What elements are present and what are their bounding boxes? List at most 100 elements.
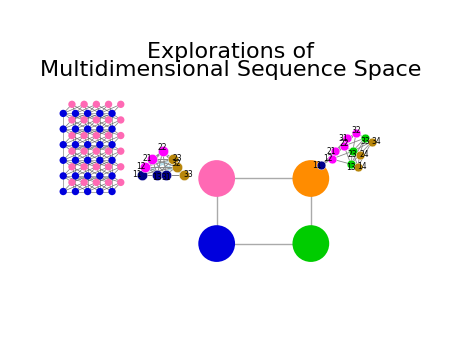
- Point: [84, 142, 91, 147]
- Text: 23: 23: [348, 149, 357, 159]
- Point: [154, 172, 161, 177]
- Point: [81, 133, 88, 138]
- Text: 12: 12: [324, 154, 333, 164]
- Point: [59, 158, 67, 163]
- Point: [68, 164, 76, 169]
- Point: [117, 102, 124, 107]
- Point: [108, 189, 116, 194]
- Point: [96, 126, 104, 132]
- Text: 13: 13: [153, 173, 162, 183]
- Point: [68, 133, 76, 138]
- Point: [72, 126, 79, 132]
- Point: [96, 142, 104, 147]
- Point: [84, 189, 91, 194]
- Text: 31: 31: [339, 134, 348, 143]
- Point: [81, 180, 88, 185]
- Point: [59, 126, 67, 132]
- Point: [307, 241, 315, 246]
- Point: [72, 189, 79, 194]
- Text: 23: 23: [173, 154, 182, 164]
- Point: [93, 180, 100, 185]
- Point: [117, 133, 124, 138]
- Point: [72, 142, 79, 147]
- Point: [81, 148, 88, 154]
- Point: [368, 139, 375, 144]
- Point: [361, 136, 369, 141]
- Point: [93, 148, 100, 154]
- Text: 11: 11: [312, 161, 322, 170]
- Point: [72, 111, 79, 116]
- Point: [213, 176, 220, 181]
- Point: [117, 148, 124, 154]
- Point: [96, 173, 104, 178]
- Point: [93, 133, 100, 138]
- Text: 11: 11: [132, 170, 141, 179]
- Text: 12: 12: [136, 162, 145, 171]
- Text: 22: 22: [158, 143, 167, 152]
- Text: 21: 21: [143, 154, 153, 164]
- Text: 21: 21: [327, 147, 336, 156]
- Text: 31: 31: [161, 173, 171, 183]
- Text: 34: 34: [371, 137, 381, 146]
- Point: [356, 152, 363, 157]
- Point: [84, 126, 91, 132]
- Point: [105, 148, 112, 154]
- Point: [117, 117, 124, 123]
- Point: [173, 164, 180, 169]
- Point: [117, 180, 124, 185]
- Point: [142, 164, 149, 169]
- Point: [96, 111, 104, 116]
- Point: [354, 164, 361, 169]
- Point: [105, 164, 112, 169]
- Text: 22: 22: [339, 139, 349, 148]
- Point: [81, 164, 88, 169]
- Point: [138, 172, 145, 177]
- Point: [353, 130, 360, 136]
- Point: [96, 189, 104, 194]
- Point: [328, 156, 335, 162]
- Point: [148, 156, 156, 162]
- Point: [84, 111, 91, 116]
- Text: 32: 32: [172, 159, 181, 168]
- Point: [108, 126, 116, 132]
- Point: [68, 180, 76, 185]
- Text: 33: 33: [360, 137, 370, 146]
- Point: [344, 136, 351, 141]
- Text: 33: 33: [183, 170, 193, 179]
- Point: [68, 102, 76, 107]
- Point: [59, 189, 67, 194]
- Point: [84, 173, 91, 178]
- Point: [96, 158, 104, 163]
- Text: Multidimensional Sequence Space: Multidimensional Sequence Space: [40, 61, 421, 80]
- Point: [180, 172, 187, 177]
- Point: [108, 142, 116, 147]
- Point: [105, 102, 112, 107]
- Point: [105, 117, 112, 123]
- Text: 24: 24: [359, 150, 369, 159]
- Point: [332, 148, 339, 154]
- Point: [162, 172, 170, 177]
- Text: 32: 32: [351, 126, 361, 135]
- Point: [81, 117, 88, 123]
- Point: [105, 180, 112, 185]
- Point: [347, 162, 355, 167]
- Point: [159, 148, 166, 154]
- Text: 14: 14: [358, 162, 367, 171]
- Point: [213, 241, 220, 246]
- Point: [93, 164, 100, 169]
- Text: Explorations of: Explorations of: [147, 42, 314, 62]
- Point: [68, 148, 76, 154]
- Point: [59, 142, 67, 147]
- Point: [105, 133, 112, 138]
- Point: [59, 173, 67, 178]
- Point: [307, 176, 315, 181]
- Point: [72, 158, 79, 163]
- Point: [170, 156, 177, 162]
- Point: [318, 163, 325, 168]
- Point: [349, 148, 356, 154]
- Point: [117, 164, 124, 169]
- Text: 13: 13: [346, 163, 356, 172]
- Point: [108, 173, 116, 178]
- Point: [340, 143, 347, 149]
- Point: [108, 158, 116, 163]
